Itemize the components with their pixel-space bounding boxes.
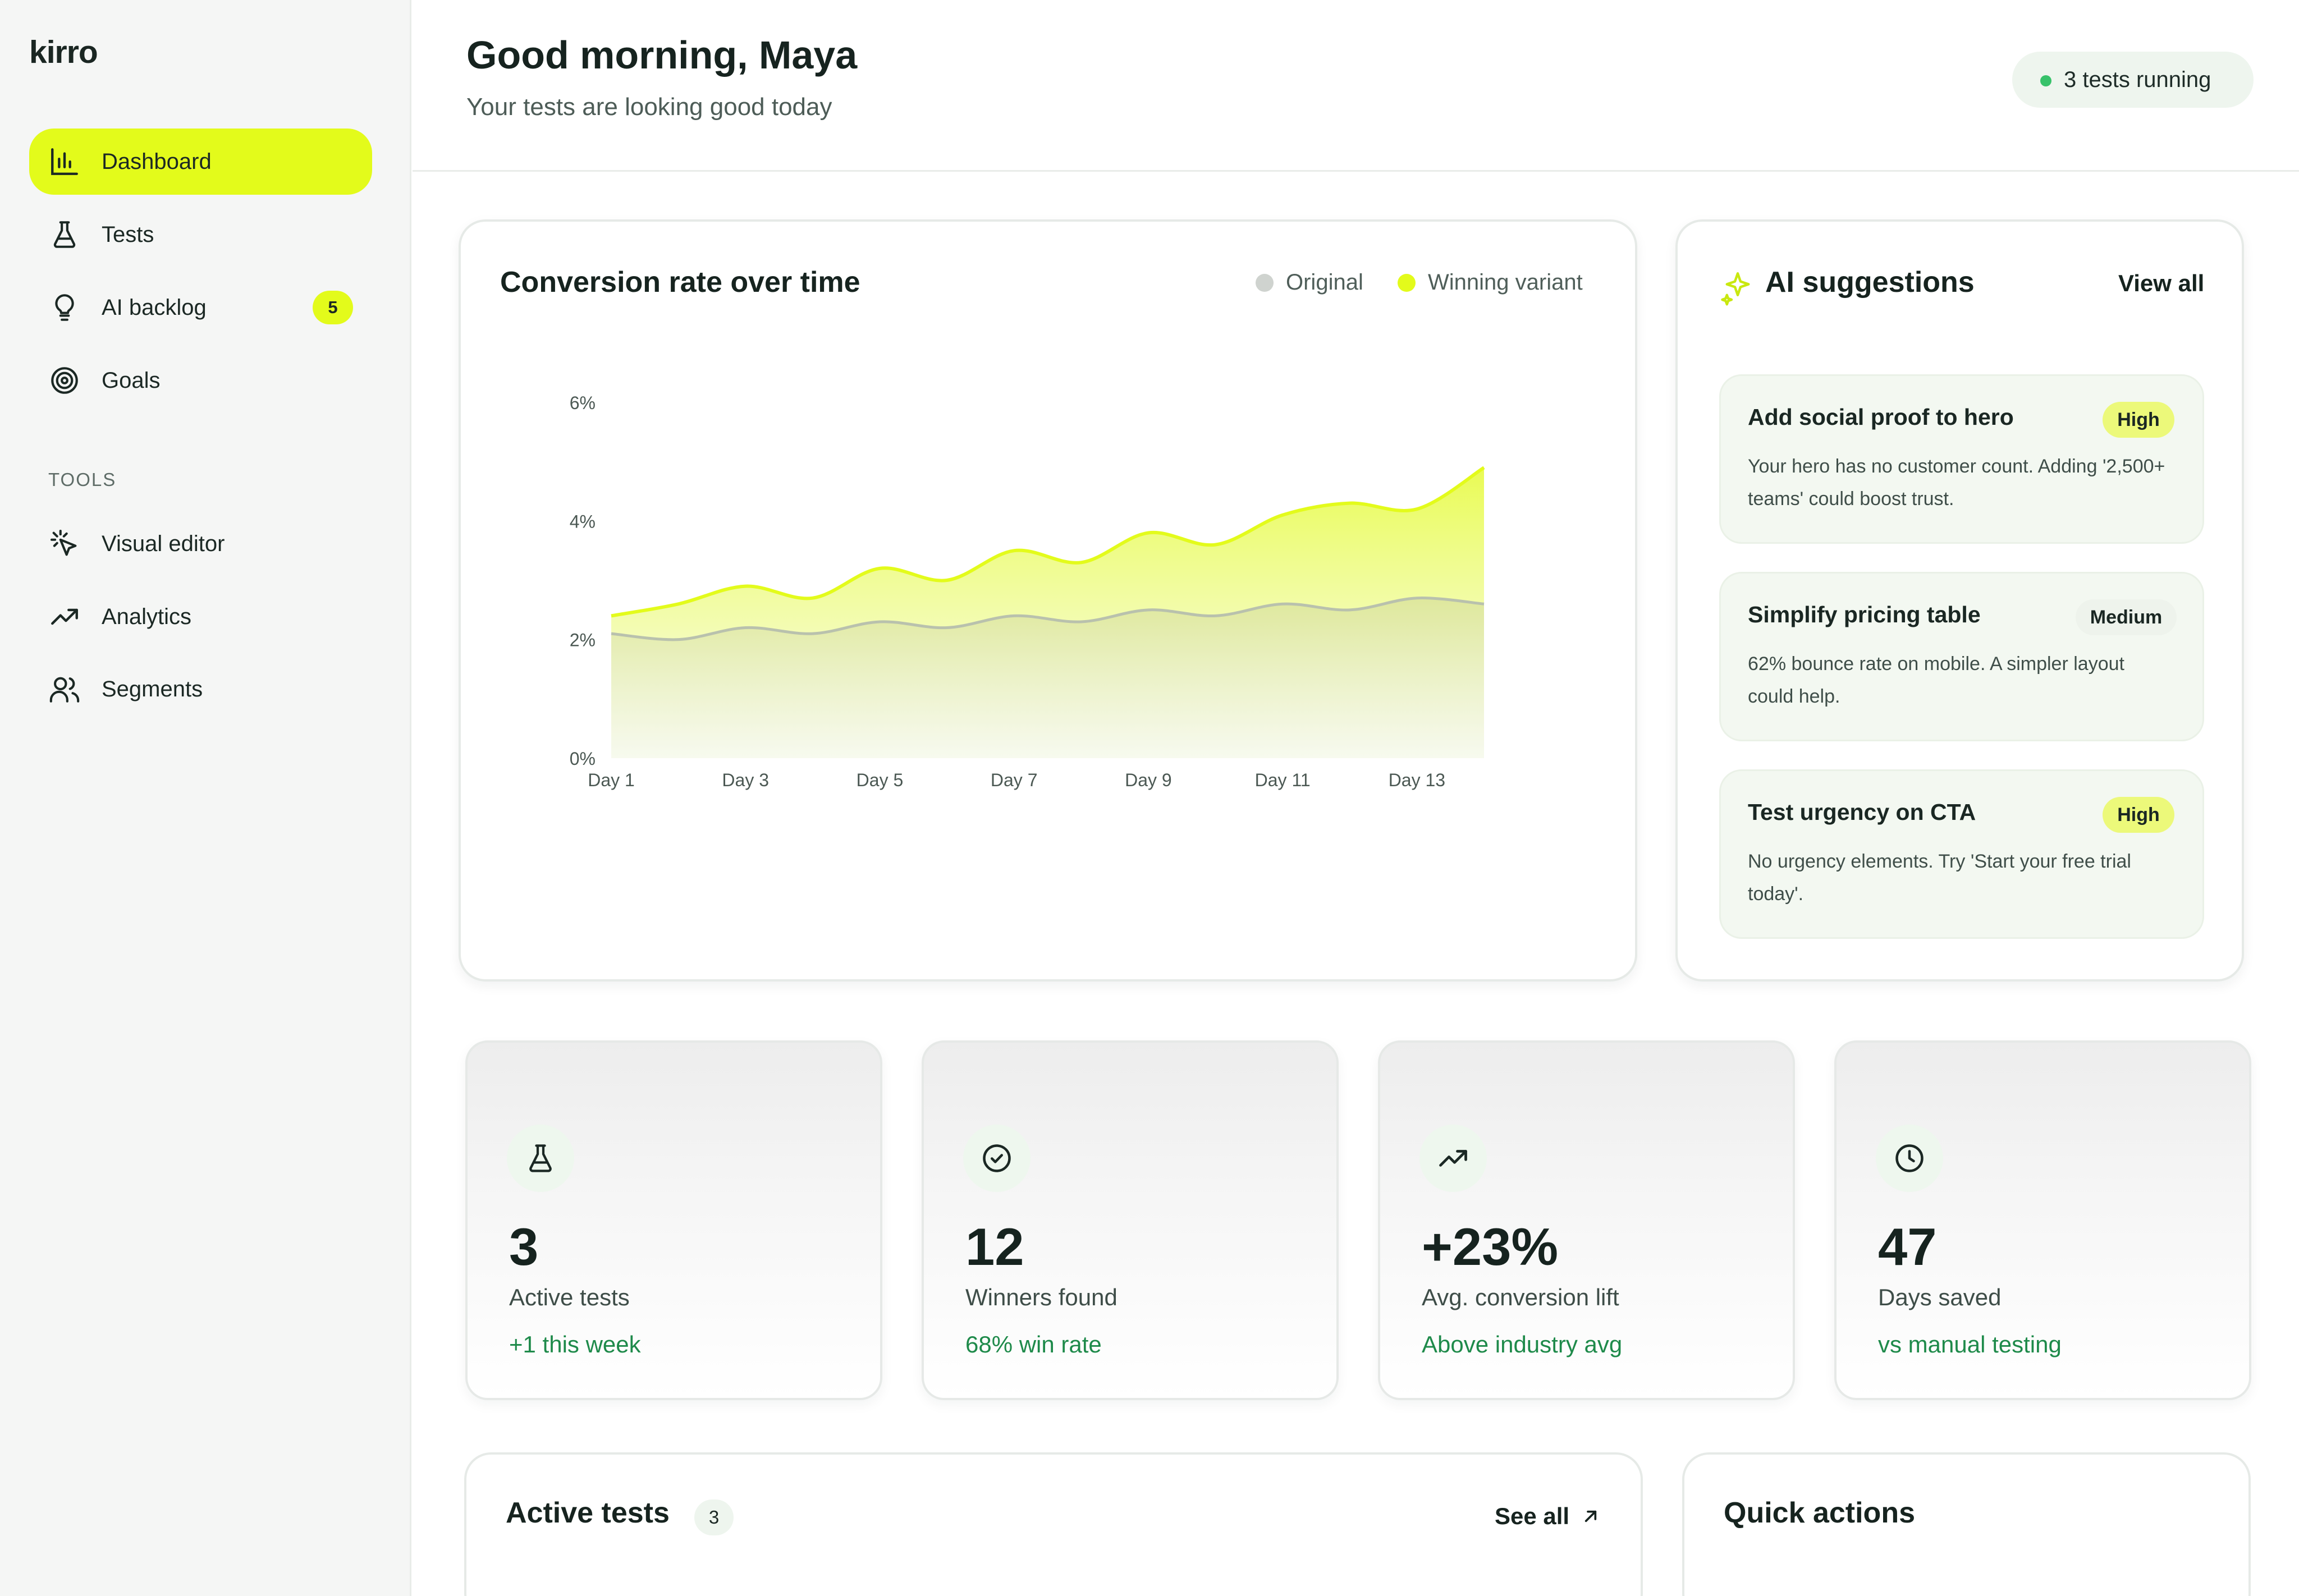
stat-card-active-tests[interactable]: 3 Active tests +1 this week	[465, 1040, 882, 1400]
sidebar-item-ai-backlog[interactable]: AI backlog 5	[29, 274, 372, 341]
suggestion-body: No urgency elements. Try 'Start your fre…	[1748, 851, 2131, 905]
suggestion-title: Test urgency on CTA	[1748, 799, 1976, 825]
view-all-link[interactable]: View all	[2118, 270, 2205, 296]
y-tick-label: 4%	[570, 511, 596, 531]
check-circle-icon	[963, 1125, 1031, 1192]
see-all-label: See all	[1495, 1503, 1570, 1529]
stat-value: 3	[509, 1217, 539, 1276]
see-all-link[interactable]: See all	[1495, 1503, 1602, 1530]
stat-subtext: +1 this week	[509, 1331, 641, 1357]
trending-up-icon	[1419, 1125, 1487, 1192]
x-tick-label: Day 7	[991, 770, 1038, 790]
trending-up-icon	[48, 600, 81, 633]
stat-label: Days saved	[1878, 1284, 2002, 1310]
stat-subtext: Above industry avg	[1422, 1331, 1623, 1357]
original-line	[611, 597, 1485, 641]
sidebar-item-label: Goals	[102, 368, 161, 393]
stat-label: Winners found	[965, 1284, 1118, 1310]
stat-value: +23%	[1422, 1217, 1559, 1276]
stat-value: 47	[1878, 1217, 1937, 1276]
quick-actions-title: Quick actions	[1724, 1497, 1915, 1529]
sidebar-item-dashboard[interactable]: Dashboard	[29, 129, 372, 195]
x-tick-label: Day 9	[1125, 770, 1172, 790]
x-tick-label: Day 1	[588, 770, 635, 790]
y-tick-label: 2%	[570, 630, 596, 650]
active-tests-card: Active tests 3 See all	[464, 1452, 1643, 1596]
sidebar-item-label: AI backlog	[102, 295, 207, 320]
suggestion-card[interactable]: Simplify pricing table Medium 62% bounce…	[1719, 572, 2204, 741]
suggestion-card[interactable]: Add social proof to hero High Your hero …	[1719, 374, 2204, 544]
stat-subtext: 68% win rate	[965, 1331, 1102, 1357]
sidebar-item-analytics[interactable]: Analytics	[29, 584, 372, 650]
x-tick-label: Day 13	[1389, 770, 1445, 790]
arrow-up-right-icon	[1584, 1510, 1597, 1522]
tests-running-label: 3 tests running	[2064, 67, 2211, 92]
stat-subtext: vs manual testing	[1878, 1331, 2062, 1357]
sidebar-item-label: Visual editor	[102, 531, 225, 556]
legend-winning[interactable]: Winning variant	[1398, 270, 1583, 295]
priority-badge: High	[2103, 797, 2174, 833]
app-logo[interactable]: kirro	[29, 34, 98, 70]
clock-icon	[1876, 1125, 1943, 1192]
stat-value: 12	[965, 1217, 1024, 1276]
page-subtitle: Your tests are looking good today	[466, 93, 832, 121]
chart-title: Conversion rate over time	[500, 266, 860, 299]
priority-badge: Medium	[2076, 599, 2177, 635]
active-tests-count-badge: 3	[694, 1499, 734, 1535]
ai-suggestions-card: AI suggestions View all Add social proof…	[1675, 219, 2244, 982]
stat-label: Avg. conversion lift	[1422, 1284, 1619, 1310]
legend-label-original: Original	[1286, 270, 1363, 295]
backlog-count-badge: 5	[313, 291, 353, 324]
status-dot	[2040, 75, 2051, 86]
sidebar-item-label: Tests	[102, 222, 154, 247]
sidebar-item-label: Segments	[102, 676, 203, 701]
target-icon	[48, 364, 81, 397]
y-tick-label: 6%	[570, 393, 596, 413]
sparkle-icon	[1721, 272, 1750, 306]
flask-icon	[507, 1125, 574, 1192]
legend-swatch-original	[1256, 273, 1274, 292]
sidebar-item-label: Dashboard	[102, 149, 212, 174]
users-icon	[48, 673, 81, 705]
page-header: Good morning, Maya Your tests are lookin…	[413, 0, 2299, 172]
sidebar: kirro Dashboard Tests AI backlog 5 Goals…	[0, 0, 411, 1596]
tools-section-heading: TOOLS	[48, 469, 117, 490]
sidebar-item-segments[interactable]: Segments	[29, 656, 372, 722]
sidebar-item-tests[interactable]: Tests	[29, 201, 372, 268]
page-title: Good morning, Maya	[466, 33, 858, 77]
lightbulb-icon	[48, 291, 81, 324]
y-tick-label: 0%	[570, 749, 596, 769]
stat-card-conversion-lift[interactable]: +23% Avg. conversion lift Above industry…	[1378, 1040, 1795, 1400]
original-area	[611, 598, 1484, 758]
legend-swatch-winning	[1398, 273, 1416, 292]
stat-card-winners[interactable]: 12 Winners found 68% win rate	[922, 1040, 1339, 1400]
suggestion-body: Your hero has no customer count. Adding …	[1748, 456, 2165, 510]
bar-chart-icon	[48, 145, 81, 178]
tests-running-badge[interactable]: 3 tests running	[2012, 52, 2254, 108]
suggestion-title: Simplify pricing table	[1748, 602, 1981, 627]
sidebar-item-visual-editor[interactable]: Visual editor	[29, 511, 372, 577]
quick-actions-card: Quick actions	[1682, 1452, 2251, 1596]
flask-icon	[48, 218, 81, 251]
active-tests-title: Active tests	[506, 1497, 670, 1529]
suggestion-card[interactable]: Test urgency on CTA High No urgency elem…	[1719, 769, 2204, 939]
suggestion-body: 62% bounce rate on mobile. A simpler lay…	[1748, 653, 2124, 707]
sidebar-item-goals[interactable]: Goals	[29, 347, 372, 414]
x-tick-label: Day 11	[1255, 770, 1311, 790]
cursor-click-icon	[48, 528, 81, 560]
sidebar-item-label: Analytics	[102, 604, 192, 629]
conversion-chart-card: 0% 2% 4% 6% Day 1 Day 3 Day 5 Day 7 Day 9 Day 11 D…	[459, 219, 1637, 982]
stat-label: Active tests	[509, 1284, 630, 1310]
conversion-chart: 0% 2% 4% 6% Day 1 Day 3 Day 5 Day 7 Day 9 Day 11 D…	[570, 393, 1485, 790]
x-tick-label: Day 3	[722, 770, 769, 790]
x-tick-label: Day 5	[857, 770, 904, 790]
winning-variant-line	[611, 466, 1485, 618]
ai-suggestions-title: AI suggestions	[1765, 266, 1975, 299]
legend-original[interactable]: Original	[1256, 270, 1363, 295]
legend-label-winning: Winning variant	[1428, 270, 1583, 295]
stat-card-days-saved[interactable]: 47 Days saved vs manual testing	[1834, 1040, 2251, 1400]
priority-badge: High	[2103, 402, 2174, 438]
suggestion-title: Add social proof to hero	[1748, 404, 2014, 430]
